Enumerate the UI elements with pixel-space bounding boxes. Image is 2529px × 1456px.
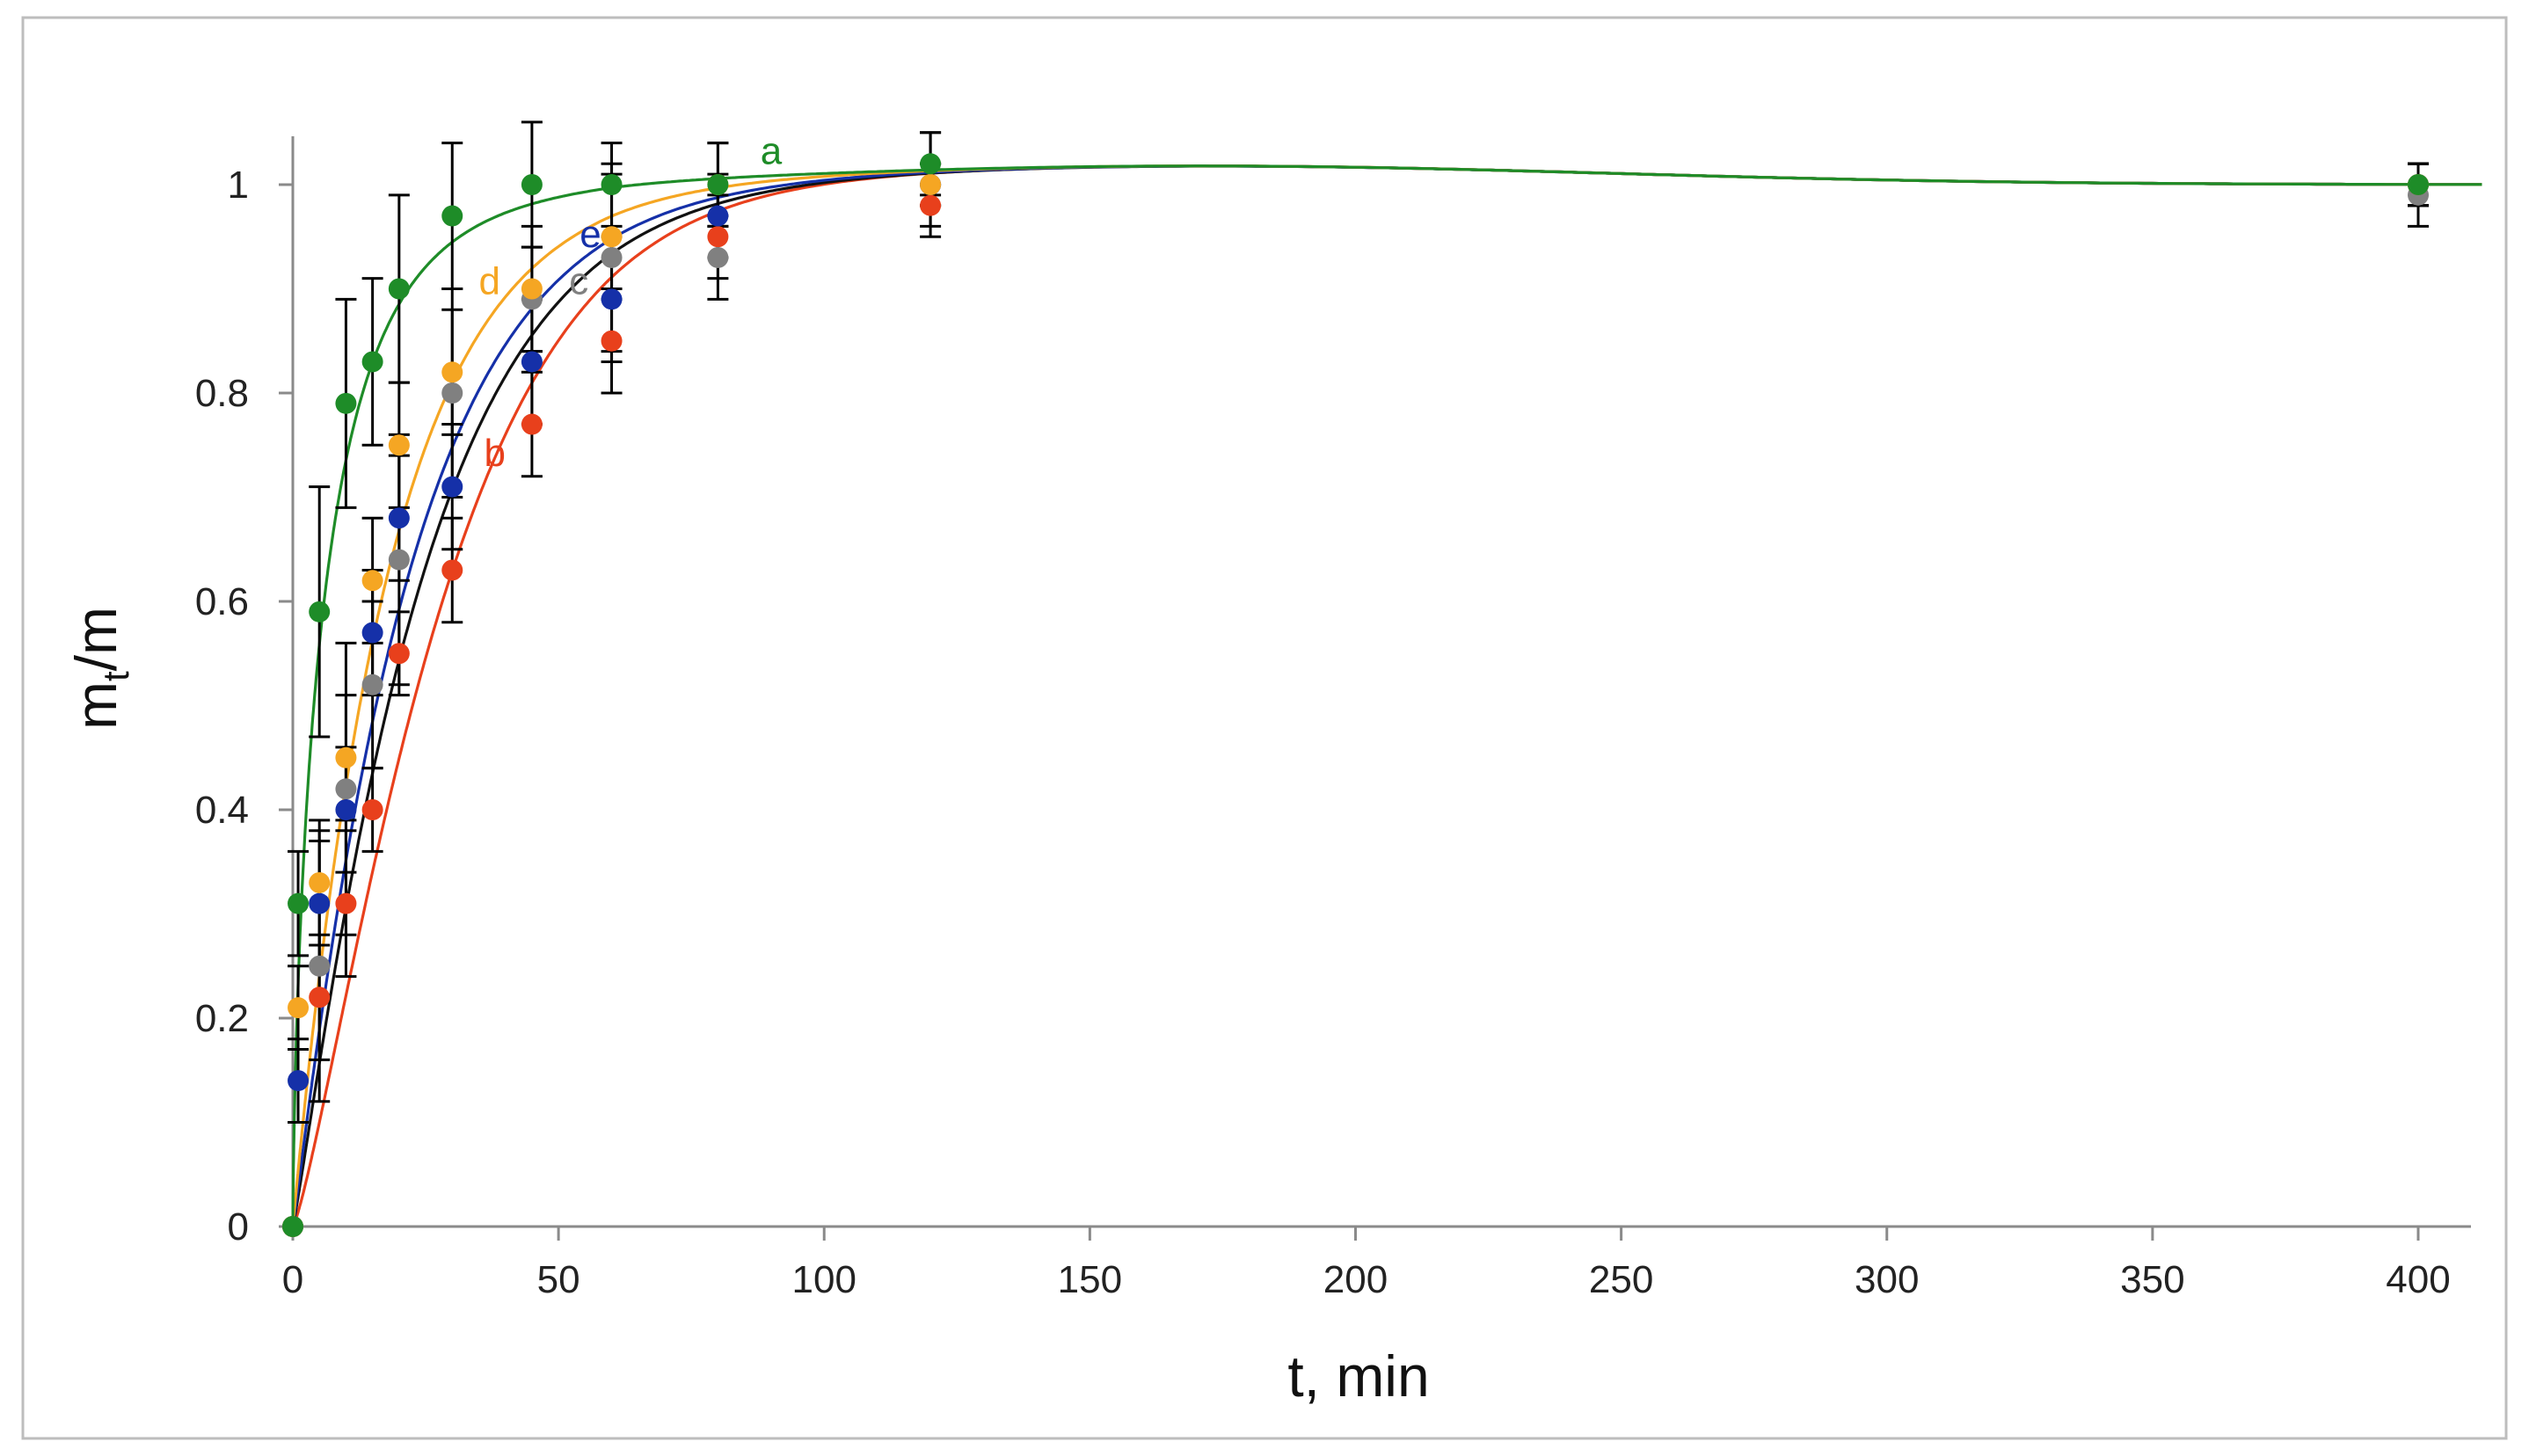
data-point-b: [361, 799, 383, 820]
x-tick-label: 150: [1058, 1258, 1122, 1301]
data-point-e: [707, 205, 729, 227]
data-point-a: [282, 1216, 303, 1237]
series-label-e: e: [579, 213, 601, 256]
data-point-b: [309, 986, 331, 1008]
data-point-a: [388, 278, 410, 300]
x-tick-label: 300: [1855, 1258, 1919, 1301]
data-point-b: [521, 413, 543, 435]
data-point-d: [601, 226, 623, 248]
data-point-c: [335, 778, 357, 800]
data-point-a: [920, 153, 942, 175]
data-point-a: [601, 174, 623, 195]
y-tick-label: 0: [228, 1205, 249, 1249]
data-point-e: [309, 892, 331, 914]
data-point-b: [335, 892, 357, 914]
data-point-e: [521, 351, 543, 373]
x-axis-title: t, min: [1287, 1343, 1429, 1409]
data-point-a: [309, 601, 331, 622]
y-tick-label: 0.8: [195, 372, 249, 415]
y-axis-title: mt/m: [63, 607, 136, 730]
data-point-e: [601, 288, 623, 310]
data-point-a: [441, 205, 463, 227]
fit-curve-a: [291, 164, 2482, 1227]
data-point-d: [521, 278, 543, 300]
x-tick-label: 400: [2386, 1258, 2450, 1301]
axes: 0 50 100 150 200 250 300 350 400 0 0.2 0.4 0.6 0.8 1: [195, 136, 2471, 1301]
x-tick-label: 100: [792, 1258, 856, 1301]
data-point-a: [335, 392, 357, 414]
data-point-d: [361, 570, 383, 592]
data-point-d: [309, 871, 331, 893]
y-tick-label: 0.6: [195, 580, 249, 623]
data-point-c: [361, 673, 383, 695]
data-point-a: [361, 351, 383, 373]
x-tick-label: 250: [1589, 1258, 1653, 1301]
data-point-c: [388, 549, 410, 571]
data-point-e: [335, 799, 357, 820]
data-point-e: [361, 622, 383, 644]
series-label-d: d: [478, 259, 499, 302]
data-point-b: [707, 226, 729, 248]
data-point-b: [388, 643, 410, 665]
y-tick-label: 1: [228, 164, 249, 207]
data-point-e: [288, 1070, 310, 1092]
data-point-e: [388, 507, 410, 529]
data-point-b: [441, 559, 463, 581]
data-point-a: [521, 174, 543, 195]
data-point-b: [920, 194, 942, 216]
y-tick-label: 0.4: [195, 789, 249, 832]
data-point-a: [707, 174, 729, 195]
fit-curves: [291, 164, 2482, 1228]
data-point-e: [441, 476, 463, 498]
x-tick-label: 0: [282, 1258, 303, 1301]
y-tick-label: 0.2: [195, 997, 249, 1040]
data-point-c: [441, 382, 463, 404]
data-point-c: [309, 955, 331, 977]
data-point-d: [388, 434, 410, 456]
data-point-c: [707, 246, 729, 268]
series-label-a: a: [761, 129, 783, 172]
data-point-d: [288, 997, 310, 1019]
data-points: [282, 153, 2429, 1237]
data-point-c: [601, 246, 623, 268]
x-tick-label: 200: [1323, 1258, 1388, 1301]
data-point-d: [920, 174, 942, 195]
series-label-c: c: [569, 259, 588, 302]
data-point-d: [335, 746, 357, 768]
data-point-b: [601, 330, 623, 352]
data-point-a: [2408, 174, 2429, 195]
series-label-b: b: [485, 432, 506, 475]
data-point-a: [288, 892, 310, 914]
series-labels: b ce d a: [478, 129, 782, 475]
x-tick-label: 350: [2120, 1258, 2184, 1301]
x-tick-label: 50: [537, 1258, 580, 1301]
data-point-d: [441, 361, 463, 383]
